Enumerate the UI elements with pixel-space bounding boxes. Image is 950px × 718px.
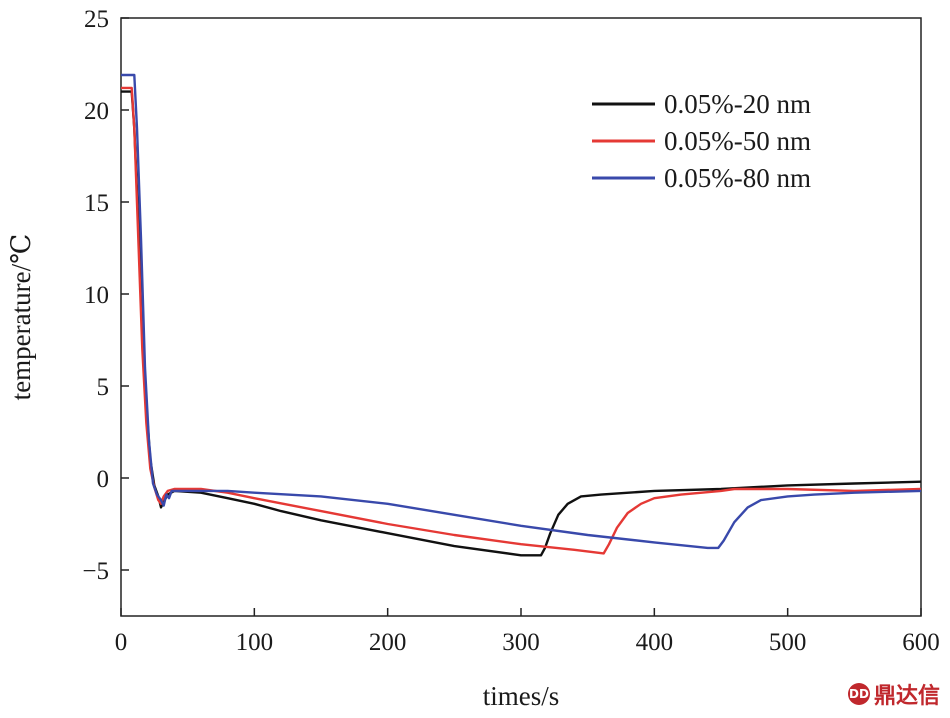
x-tick-label: 100 — [236, 629, 274, 656]
x-tick-label: 300 — [502, 629, 540, 656]
y-tick-label: 15 — [84, 190, 109, 217]
series-line-1 — [121, 90, 922, 557]
y-tick-label: −5 — [82, 558, 109, 585]
legend: 0.05%-20 nm 0.05%-50 nm 0.05%-80 nm — [592, 89, 811, 193]
x-tick-label: 500 — [769, 629, 807, 656]
y-axis-ticks: −5 0 5 10 15 20 25 — [82, 6, 129, 585]
legend-label-1: 0.05%-20 nm — [664, 89, 811, 119]
legend-label-2: 0.05%-50 nm — [664, 126, 811, 156]
x-axis-title: times/s — [483, 681, 560, 711]
y-tick-label: 0 — [97, 466, 110, 493]
legend-label-3: 0.05%-80 nm — [664, 163, 811, 193]
y-tick-label: 5 — [97, 374, 110, 401]
x-tick-label: 200 — [369, 629, 407, 656]
logo-badge-icon: DD — [847, 683, 870, 705]
y-tick-label: 25 — [84, 6, 109, 33]
x-tick-label: 0 — [115, 629, 128, 656]
x-tick-label: 600 — [902, 629, 940, 656]
series-line-3 — [121, 73, 922, 550]
series-layer — [121, 73, 922, 557]
x-axis-ticks: 0 100 200 300 400 500 600 — [115, 608, 940, 656]
y-axis-title: temperature/℃ — [6, 234, 36, 401]
watermark-logo: DD 鼎达信 — [847, 678, 940, 710]
x-tick-label: 400 — [636, 629, 674, 656]
series-line-2 — [121, 86, 922, 555]
y-tick-label: 20 — [84, 98, 109, 125]
y-tick-label: 10 — [84, 282, 109, 309]
watermark-text: 鼎达信 — [873, 684, 940, 709]
